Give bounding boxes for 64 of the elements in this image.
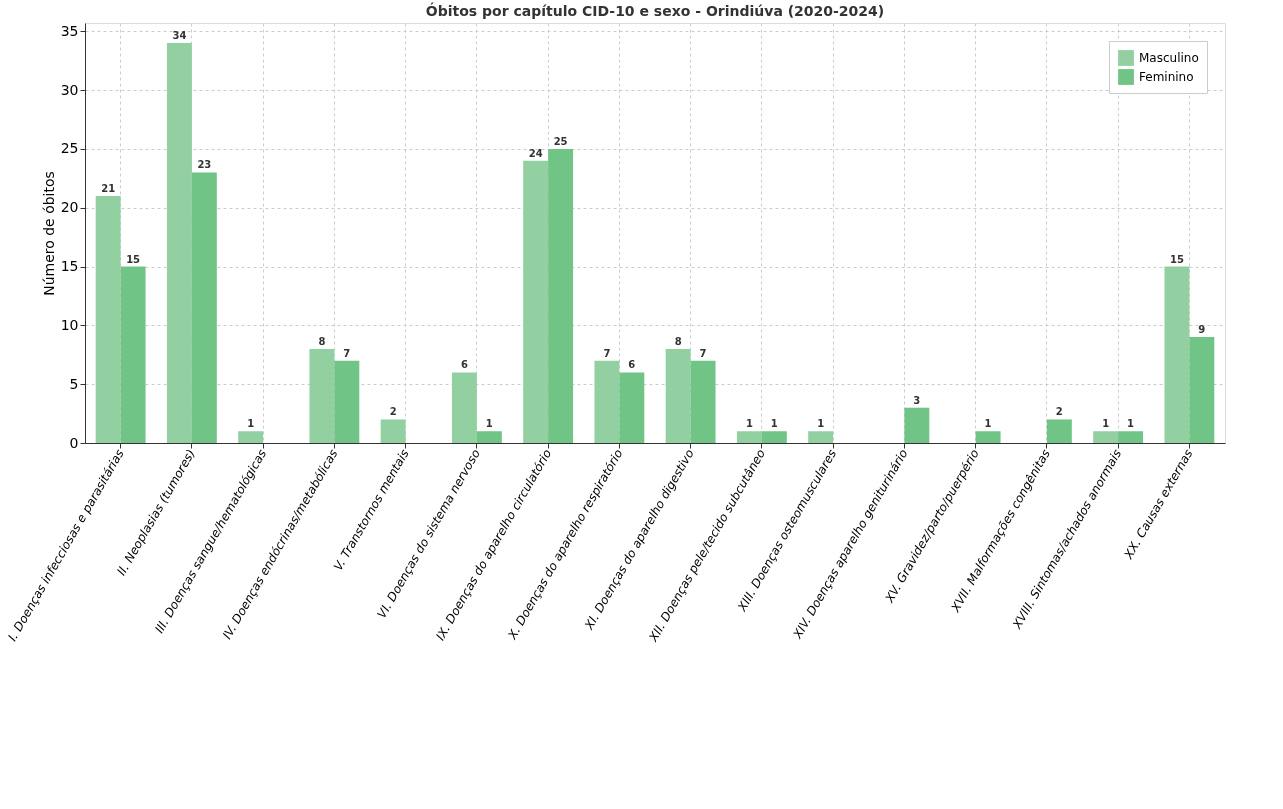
bar [808, 431, 834, 443]
data-label: 2 [389, 406, 397, 418]
data-label: 1 [817, 418, 825, 430]
data-label: 8 [674, 335, 682, 347]
data-label: 3 [913, 394, 921, 406]
bar [594, 360, 620, 443]
y-tick-label: 35 [60, 22, 79, 39]
bar [665, 348, 691, 443]
bar [309, 348, 335, 443]
bar [1189, 337, 1215, 443]
data-label: 34 [172, 30, 187, 41]
y-tick-label: 0 [69, 434, 79, 451]
bar [1093, 431, 1119, 443]
y-tick-label: 20 [60, 199, 79, 216]
bar [334, 360, 360, 443]
data-label: 7 [343, 347, 351, 359]
data-label: 15 [126, 253, 141, 265]
bar [476, 431, 502, 443]
y-tick-label: 15 [60, 258, 79, 275]
data-label: 1 [984, 418, 992, 430]
bar [166, 43, 192, 443]
bar [548, 148, 574, 443]
y-tick-label: 10 [60, 316, 79, 333]
data-label: 6 [628, 359, 636, 371]
data-label: 1 [1127, 418, 1135, 430]
bar [380, 419, 406, 443]
legend-label: Feminino [1139, 70, 1194, 84]
bar [120, 266, 146, 443]
bar [191, 172, 217, 443]
data-label: 1 [485, 418, 493, 430]
data-label: 1 [1102, 418, 1110, 430]
bar [95, 195, 121, 443]
data-label: 1 [770, 418, 778, 430]
y-tick-label: 5 [69, 375, 79, 392]
legend-label: Masculino [1139, 51, 1199, 65]
bar [904, 407, 930, 443]
data-label: 9 [1198, 324, 1206, 336]
data-label: 2 [1055, 406, 1063, 418]
data-label: 24 [528, 147, 543, 159]
bar [451, 372, 477, 443]
y-axis-title: Número de óbitos [40, 171, 57, 296]
bar [238, 431, 264, 443]
bar [619, 372, 645, 443]
data-label: 23 [197, 159, 212, 171]
bar [523, 160, 549, 443]
bar [690, 360, 716, 443]
data-label: 25 [553, 135, 568, 147]
bar [761, 431, 787, 443]
chart-title: Óbitos por capítulo CID-10 e sexo - Orindiúva (2020-2024) [425, 2, 885, 19]
y-tick-label: 25 [60, 140, 79, 157]
bar [1046, 419, 1072, 443]
bar [736, 431, 762, 443]
y-tick-label: 30 [60, 81, 79, 98]
data-label: 15 [1169, 253, 1184, 265]
bar [1164, 266, 1190, 443]
data-label: 7 [699, 347, 707, 359]
data-label: 7 [603, 347, 611, 359]
bar [975, 431, 1001, 443]
data-label: 1 [247, 418, 255, 430]
data-label: 1 [745, 418, 753, 430]
data-label: 21 [101, 182, 116, 194]
data-label: 8 [318, 335, 326, 347]
bar [1118, 431, 1144, 443]
data-label: 6 [460, 359, 468, 371]
